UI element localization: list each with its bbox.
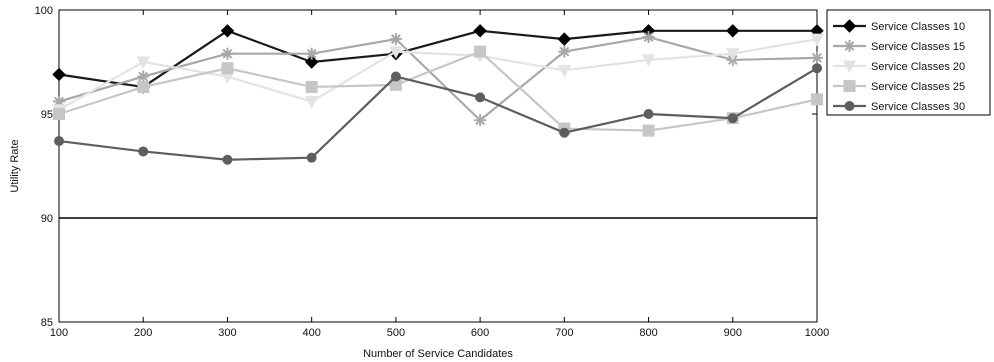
series-service-classes-30-point	[475, 92, 486, 103]
star-marker-stroke	[844, 41, 855, 51]
x-tick-label: 300	[218, 327, 236, 339]
series-service-classes-15-point	[558, 45, 571, 58]
legend-item-service-classes-15: Service Classes 15	[833, 40, 965, 53]
series-service-classes-15-point	[221, 47, 234, 60]
x-tick-label: 800	[639, 327, 657, 339]
series-service-classes-15-point	[474, 114, 487, 127]
series-service-classes-30-point	[306, 152, 317, 163]
series-service-classes-10-point	[473, 24, 487, 38]
series-service-classes-10-point	[304, 55, 319, 69]
legend-label: Service Classes 15	[871, 41, 965, 53]
series-service-classes-15-point	[305, 47, 318, 60]
series-service-classes-30-point	[643, 109, 654, 119]
series-service-classes-20-point	[136, 56, 151, 70]
legend-item-service-classes-30: Service Classes 30	[833, 101, 965, 113]
legend-marker	[843, 80, 856, 92]
series-service-classes-20-point	[641, 54, 656, 67]
series-layer	[52, 24, 824, 165]
legend-item-service-classes-10: Service Classes 10	[833, 19, 965, 33]
y-tick-label: 90	[41, 213, 53, 225]
legend-label: Service Classes 25	[871, 81, 965, 93]
plot-area	[58, 9, 818, 323]
legend-marker	[842, 19, 857, 33]
series-service-classes-25-point	[642, 124, 655, 137]
series-service-classes-30-point	[390, 71, 401, 82]
legend-item-service-classes-20: Service Classes 20	[833, 60, 965, 74]
star-marker-stroke	[390, 34, 401, 45]
series-service-classes-10-point	[557, 32, 572, 46]
series-service-classes-30-point	[812, 63, 822, 74]
x-axis-ticks: 100 200 300 400 500 600 700 800 900 1000	[50, 10, 829, 339]
star-marker-stroke	[306, 48, 317, 59]
series-service-classes-25-point	[811, 93, 823, 106]
star-marker-stroke	[559, 46, 570, 57]
series-service-classes-20-point	[557, 64, 572, 78]
series-service-classes-20-point	[810, 33, 824, 47]
legend-label: Service Classes 30	[871, 101, 965, 113]
star-marker-stroke	[812, 52, 822, 63]
series-service-classes-30-line	[58, 67, 818, 161]
series-service-classes-30-point	[54, 136, 64, 147]
x-tick-label: 600	[471, 327, 489, 339]
series-service-classes-20-point	[304, 96, 319, 109]
series-service-classes-20-point	[389, 46, 403, 59]
x-tick-label: 700	[555, 327, 573, 339]
x-tick-label: 200	[134, 327, 152, 339]
series-service-classes-15-point	[811, 51, 823, 64]
series-service-classes-30	[54, 63, 822, 165]
y-tick-label: 95	[41, 109, 53, 121]
legend-marker	[844, 101, 855, 111]
star-marker-stroke	[222, 48, 233, 59]
star-marker-stroke	[138, 71, 149, 82]
series-service-classes-25-point	[305, 80, 318, 93]
legend-marker	[843, 40, 856, 52]
x-tick-label: 1000	[805, 327, 829, 339]
series-service-classes-30-point	[559, 127, 570, 138]
series-service-classes-10-point	[220, 24, 235, 38]
series-service-classes-25-point	[474, 45, 487, 58]
x-axis-label: Number of Service Candidates	[363, 348, 513, 360]
series-service-classes-15-line	[58, 35, 818, 122]
legend-label: Service Classes 20	[871, 61, 965, 73]
series-service-classes-15-point	[642, 31, 655, 44]
x-tick-label: 900	[724, 327, 742, 339]
series-service-classes-10-point	[52, 67, 66, 82]
series-service-classes-10-line	[58, 29, 817, 89]
y-tick-label: 100	[35, 5, 53, 17]
x-tick-label: 400	[302, 327, 320, 339]
star-marker-stroke	[475, 115, 486, 126]
series-service-classes-25-line	[58, 50, 818, 132]
series-service-classes-25-point	[221, 62, 234, 75]
legend-item-service-classes-25: Service Classes 25	[833, 80, 965, 93]
y-axis-label: Utility Rate	[9, 139, 21, 192]
y-tick-label: 85	[41, 317, 53, 329]
series-service-classes-30-point	[727, 113, 738, 124]
star-marker-stroke	[643, 32, 654, 42]
series-service-classes-15-point	[389, 33, 402, 46]
series-service-classes-10-point	[726, 24, 740, 38]
series-service-classes-20-line	[58, 38, 818, 111]
series-service-classes-25-point	[137, 80, 150, 93]
y-axis-ticks: 85 90 95 100	[35, 5, 817, 329]
series-service-classes-15-point	[137, 70, 150, 83]
x-tick-label: 500	[387, 327, 405, 339]
legend-marker	[842, 60, 857, 74]
legend-label: Service Classes 10	[871, 21, 965, 33]
series-service-classes-30-point	[138, 146, 149, 157]
legend: Service Classes 10 Service Classes 15 Serv…	[826, 9, 991, 116]
series-service-classes-25-point	[53, 108, 65, 120]
series-service-classes-30-point	[222, 154, 233, 165]
series-service-classes-20-point	[725, 48, 740, 61]
x-tick-label: 100	[50, 327, 68, 339]
